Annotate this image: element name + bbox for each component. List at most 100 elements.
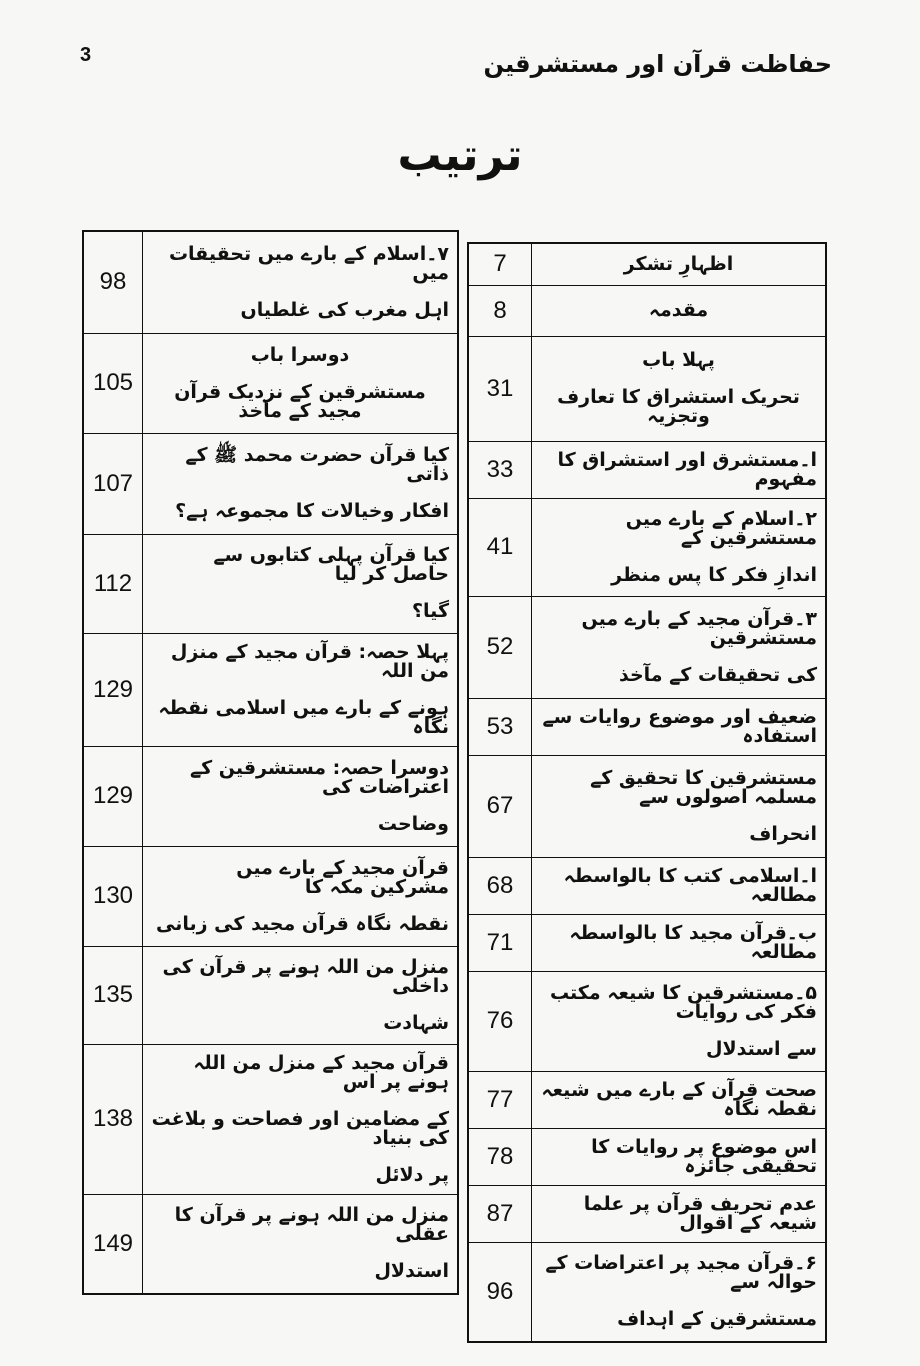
toc-entry-line: اہل مغرب کی غلطیاں: [240, 298, 449, 321]
toc-entry: ۶۔قرآن مجید پر اعتراضات کے حوالہ سے مستشر…: [531, 1241, 827, 1343]
contents-table-right: 7 اظہارِ تشکر 8 مقدمہ 31 پہلا باب تحریک استشرا…: [467, 242, 827, 1343]
toc-row: 71 ب۔قرآن مجید کا بالواسطہ مطالعہ: [467, 913, 827, 972]
toc-entry: صحت قرآن کے بارے میں شیعہ نقطہ نگاہ: [531, 1070, 827, 1129]
toc-row: 31 پہلا باب تحریک استشراق کا تعارف وتجزیہ: [467, 335, 827, 442]
toc-page-number: 138: [82, 1043, 143, 1195]
toc-row: 87 عدم تحریف قرآن پر علما شیعہ کے اقوال: [467, 1184, 827, 1243]
toc-entry-line: ا۔اسلامی کتب کا بالواسطہ مطالعہ: [563, 864, 817, 906]
toc-entry: قرآن مجید کے منزل من اللہ ہونے پر اس کے م…: [142, 1043, 459, 1195]
toc-page-number: 68: [467, 856, 532, 915]
toc-page-number: 52: [467, 595, 532, 699]
toc-entry-line: عدم تحریف قرآن پر علما شیعہ کے اقوال: [583, 1192, 817, 1234]
toc-entry-line: کیا قرآن حضرت محمد ﷺ کے ذاتی: [185, 444, 449, 485]
toc-page-number: 87: [467, 1184, 532, 1243]
toc-row: 76 ۵۔مستشرقین کا شیعہ مکتب فکر کی روایات س…: [467, 970, 827, 1072]
toc-entry: اظہارِ تشکر: [531, 242, 827, 286]
toc-page-number: 129: [82, 632, 143, 747]
toc-entry-line: وضاحت: [377, 812, 449, 835]
toc-page-number: 7: [467, 242, 532, 286]
toc-row: 53 ضعیف اور موضوع روایات سے استفادہ: [467, 697, 827, 756]
toc-page-number: 78: [467, 1127, 532, 1186]
toc-page-number: 112: [82, 533, 143, 634]
toc-entry-line: قرآن مجید کے بارے میں مشرکین مکہ کا: [236, 856, 449, 898]
toc-entry-line: اندازِ فکر کا پس منظر: [611, 563, 817, 586]
toc-page-number: 98: [82, 230, 143, 334]
toc-page-number: 71: [467, 913, 532, 972]
toc-row: 41 ۲۔اسلام کے بارے میں مستشرقین کے اندازِ …: [467, 497, 827, 597]
toc-entry: ا۔اسلامی کتب کا بالواسطہ مطالعہ: [531, 856, 827, 915]
toc-row: 107 کیا قرآن حضرت محمد ﷺ کے ذاتی افکار وخی…: [82, 432, 459, 535]
toc-entry-line: ہونے کے بارے میں اسلامی نقطہ نگاہ: [158, 696, 449, 738]
toc-entry: منزل من اللہ ہونے پر قرآن کا عقلی استدلال: [142, 1193, 459, 1295]
toc-entry-line: قرآن مجید کے منزل من اللہ ہونے پر اس: [193, 1051, 449, 1093]
toc-row: 77 صحت قرآن کے بارے میں شیعہ نقطہ نگاہ: [467, 1070, 827, 1129]
toc-page-number: 105: [82, 332, 143, 434]
toc-row: 138 قرآن مجید کے منزل من اللہ ہونے پر اس ک…: [82, 1043, 459, 1195]
toc-row: 67 مستشرقین کا تحقیق کے مسلمہ اصولوں سے ان…: [467, 754, 827, 858]
toc-row: 105 دوسرا باب مستشرقین کے نزدیک قرآن مجید …: [82, 332, 459, 434]
toc-page-number: 33: [467, 440, 532, 499]
toc-entry-line: ب۔قرآن مجید کا بالواسطہ مطالعہ: [569, 921, 817, 963]
toc-entry-line: انحراف: [749, 822, 817, 845]
toc-row: 96 ۶۔قرآن مجید پر اعتراضات کے حوالہ سے مست…: [467, 1241, 827, 1343]
toc-entry-line: پہلا باب: [642, 349, 715, 371]
toc-entry: عدم تحریف قرآن پر علما شیعہ کے اقوال: [531, 1184, 827, 1243]
toc-page-number: 77: [467, 1070, 532, 1129]
page-title: ترتیب: [397, 130, 523, 181]
toc-row: 98 ۷۔اسلام کے بارے میں تحقیقات میں اہل مغر…: [82, 230, 459, 334]
toc-page-number: 130: [82, 845, 143, 947]
toc-entry: منزل من اللہ ہونے پر قرآن کی داخلی شہادت: [142, 945, 459, 1045]
toc-row: 149 منزل من اللہ ہونے پر قرآن کا عقلی استد…: [82, 1193, 459, 1295]
toc-entry-line: افکار وخیالات کا مجموعہ ہے؟: [175, 500, 449, 522]
toc-entry-line: ا۔مستشرق اور استشراق کا مفہوم: [557, 448, 817, 490]
toc-entry-line: منزل من اللہ ہونے پر قرآن کا عقلی: [174, 1204, 449, 1246]
page-number: 3: [80, 44, 92, 66]
toc-entry-line: دوسرا حصہ: مستشرقین کے اعتراضات کی: [189, 756, 449, 798]
toc-entry: پہلا حصہ: قرآن مجید کے منزل من اللہ ہونے …: [142, 632, 459, 747]
toc-row: 130 قرآن مجید کے بارے میں مشرکین مکہ کا نق…: [82, 845, 459, 947]
toc-entry: ضعیف اور موضوع روایات سے استفادہ: [531, 697, 827, 756]
toc-row: 33 ا۔مستشرق اور استشراق کا مفہوم: [467, 440, 827, 499]
toc-entry-line: کیا قرآن پہلی کتابوں سے حاصل کر لیا: [213, 544, 449, 585]
toc-row: 52 ۳۔قرآن مجید کے بارے میں مستشرقین کی تحق…: [467, 595, 827, 699]
toc-entry-line: اظہارِ تشکر: [623, 252, 734, 275]
toc-entry: ا۔مستشرق اور استشراق کا مفہوم: [531, 440, 827, 499]
toc-entry-line: کے مضامین اور فصاحت و بلاغت کی بنیاد: [151, 1107, 449, 1149]
toc-entry-line: اس موضوع پر روایات کا تحقیقی جائزہ: [591, 1135, 817, 1177]
toc-entry: دوسرا باب مستشرقین کے نزدیک قرآن مجید کے …: [142, 332, 459, 434]
toc-entry-line: کی تحقیقات کے مآخذ: [618, 663, 817, 686]
toc-page-number: 53: [467, 697, 532, 756]
toc-row: 68 ا۔اسلامی کتب کا بالواسطہ مطالعہ: [467, 856, 827, 915]
toc-entry-line: مستشرقین کے اہداف: [617, 1308, 817, 1331]
toc-entry-line: تحریک استشراق کا تعارف وتجزیہ: [557, 386, 800, 427]
toc-page-number: 135: [82, 945, 143, 1045]
toc-entry-line: ضعیف اور موضوع روایات سے استفادہ: [542, 705, 817, 747]
toc-entry: ۲۔اسلام کے بارے میں مستشرقین کے اندازِ فک…: [531, 497, 827, 597]
toc-entry-line: ۷۔اسلام کے بارے میں تحقیقات میں: [168, 242, 449, 284]
toc-page-number: 96: [467, 1241, 532, 1343]
toc-entry-line: مقدمہ: [648, 299, 709, 321]
toc-entry: قرآن مجید کے بارے میں مشرکین مکہ کا نقطہ …: [142, 845, 459, 947]
toc-page-number: 107: [82, 432, 143, 535]
toc-entry: ب۔قرآن مجید کا بالواسطہ مطالعہ: [531, 913, 827, 972]
toc-entry: ۵۔مستشرقین کا شیعہ مکتب فکر کی روایات سے …: [531, 970, 827, 1072]
toc-entry-line: ۶۔قرآن مجید پر اعتراضات کے حوالہ سے: [545, 1252, 817, 1294]
toc-row: 129 دوسرا حصہ: مستشرقین کے اعتراضات کی وضا…: [82, 745, 459, 847]
toc-row: 129 پہلا حصہ: قرآن مجید کے منزل من اللہ ہو…: [82, 632, 459, 747]
toc-page-number: 76: [467, 970, 532, 1072]
toc-entry-line: مستشرقین کے نزدیک قرآن مجید کے مآخذ: [174, 380, 426, 422]
toc-page-number: 149: [82, 1193, 143, 1295]
toc-entry: ۳۔قرآن مجید کے بارے میں مستشرقین کی تحقیق…: [531, 595, 827, 699]
toc-page-number: 31: [467, 335, 532, 442]
toc-entry: ۷۔اسلام کے بارے میں تحقیقات میں اہل مغرب …: [142, 230, 459, 334]
running-title: حفاظت قرآن اور مستشرقین: [483, 50, 832, 78]
toc-entry: اس موضوع پر روایات کا تحقیقی جائزہ: [531, 1127, 827, 1186]
toc-entry-line: پہلا حصہ: قرآن مجید کے منزل من اللہ: [170, 640, 449, 682]
toc-row: 7 اظہارِ تشکر: [467, 242, 827, 286]
toc-entry-line: منزل من اللہ ہونے پر قرآن کی داخلی: [162, 955, 449, 997]
toc-row: 135 منزل من اللہ ہونے پر قرآن کی داخلی شہا…: [82, 945, 459, 1045]
toc-page-number: 67: [467, 754, 532, 858]
toc-entry: مستشرقین کا تحقیق کے مسلمہ اصولوں سے انحر…: [531, 754, 827, 858]
contents-table-left: 98 ۷۔اسلام کے بارے میں تحقیقات میں اہل مغر…: [82, 230, 459, 1295]
toc-entry-line: ۵۔مستشرقین کا شیعہ مکتب فکر کی روایات: [549, 981, 817, 1023]
